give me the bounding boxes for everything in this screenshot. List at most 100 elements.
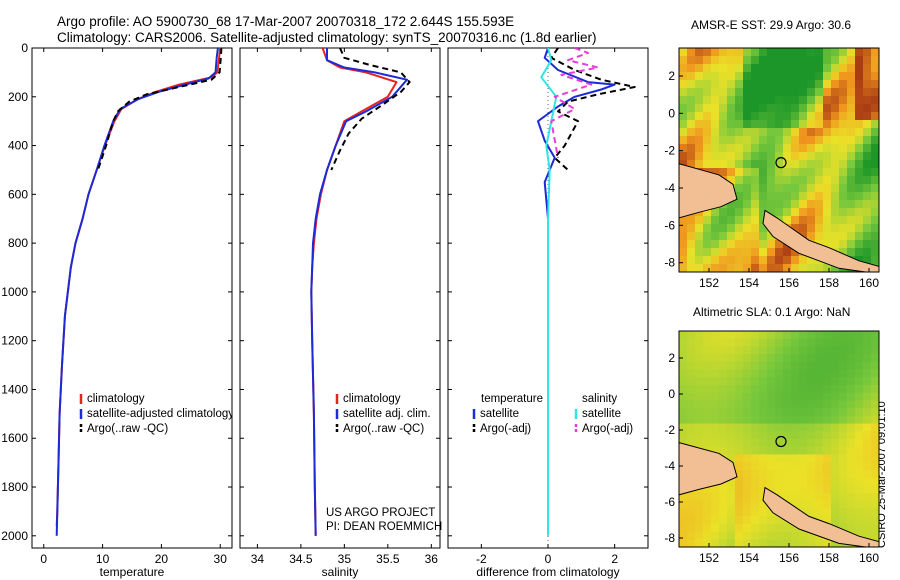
map-cell xyxy=(775,354,784,363)
map-cell xyxy=(831,208,840,217)
map-cell xyxy=(679,240,688,249)
map-x-tick-label: 154 xyxy=(739,551,759,565)
map-cell xyxy=(839,192,848,201)
map-cell xyxy=(783,160,792,169)
map-cell xyxy=(703,431,712,440)
map-cell xyxy=(823,331,832,340)
map-cell xyxy=(871,136,879,145)
map-cell xyxy=(679,80,688,89)
map-cell xyxy=(863,256,872,265)
map-cell xyxy=(759,485,768,494)
map-cell xyxy=(815,331,824,340)
map-cell xyxy=(743,446,752,455)
map-cell xyxy=(823,192,832,201)
map-cell xyxy=(735,88,744,97)
map-cell xyxy=(759,439,768,448)
map-cell xyxy=(783,385,792,394)
series-line-2 xyxy=(96,48,223,171)
map-cell xyxy=(863,216,872,225)
sst-map-title: AMSR-E SST: 29.9 Argo: 30.6 xyxy=(691,18,852,32)
map-cell xyxy=(863,176,872,185)
map-cell xyxy=(727,477,736,486)
map-cell xyxy=(863,128,872,137)
map-cell xyxy=(871,48,879,57)
map-cell xyxy=(767,96,776,105)
map-cell xyxy=(695,508,704,517)
map-cell xyxy=(871,493,879,502)
map-cell xyxy=(855,232,864,241)
map-cell xyxy=(855,112,864,121)
map-cell xyxy=(719,136,728,145)
map-cell xyxy=(775,240,784,249)
map-cell xyxy=(711,331,720,340)
map-cell xyxy=(719,168,728,177)
map-cell xyxy=(743,136,752,145)
map-cell xyxy=(687,48,696,57)
map-cell xyxy=(679,415,688,425)
map-cell xyxy=(743,469,752,479)
map-cell xyxy=(823,338,832,347)
map-cell xyxy=(751,423,760,432)
map-cell xyxy=(823,439,832,448)
map-cell xyxy=(855,446,864,455)
map-cell xyxy=(783,104,792,113)
map-cell xyxy=(863,240,872,249)
map-cell xyxy=(775,469,784,479)
map-cell xyxy=(767,256,776,265)
map-cell xyxy=(839,240,848,249)
map-cell xyxy=(759,80,768,89)
map-cell xyxy=(719,104,728,113)
map-cell xyxy=(871,112,879,121)
map-cell xyxy=(807,346,816,355)
map-cell xyxy=(823,462,832,471)
map-x-tick-label: 156 xyxy=(779,276,799,290)
map-cell xyxy=(703,377,712,386)
map-cell xyxy=(783,446,792,455)
x-tick-label: 0 xyxy=(545,552,552,566)
map-cell xyxy=(743,400,752,409)
map-cell xyxy=(855,423,864,432)
map-cell xyxy=(735,493,744,502)
map-cell xyxy=(831,415,840,425)
map-cell xyxy=(815,423,824,432)
map-cell xyxy=(767,264,776,272)
map-cell xyxy=(687,331,696,340)
map-cell xyxy=(695,224,704,233)
map-cell xyxy=(743,120,752,129)
map-cell xyxy=(871,523,879,533)
map-cell xyxy=(703,120,712,129)
map-cell xyxy=(727,120,736,129)
map-cell xyxy=(751,454,760,463)
map-cell xyxy=(823,104,832,113)
map-cell xyxy=(767,415,776,425)
map-cell xyxy=(799,192,808,201)
map-cell xyxy=(751,240,760,249)
map-cell xyxy=(735,216,744,225)
map-cell xyxy=(727,56,736,65)
map-cell xyxy=(767,331,776,340)
map-cell xyxy=(743,346,752,355)
map-cell xyxy=(815,431,824,440)
map-cell xyxy=(687,152,696,161)
map-cell xyxy=(863,80,872,89)
map-cell xyxy=(871,144,879,153)
map-cell xyxy=(751,500,760,509)
map-cell xyxy=(767,385,776,394)
map-cell xyxy=(743,523,752,533)
map-cell xyxy=(719,96,728,105)
map-cell xyxy=(743,531,752,540)
map-cell xyxy=(823,516,832,525)
map-cell xyxy=(727,128,736,137)
map-cell xyxy=(775,120,784,129)
map-cell xyxy=(799,423,808,432)
map-cell xyxy=(711,112,720,121)
map-cell xyxy=(831,216,840,225)
map-cell xyxy=(743,216,752,225)
map-cell xyxy=(823,120,832,129)
map-cell xyxy=(783,152,792,161)
map-cell xyxy=(799,128,808,137)
map-cell xyxy=(735,48,744,57)
legend-entry-1-label: satellite adj. clim. xyxy=(343,408,431,420)
map-cell xyxy=(679,385,688,394)
